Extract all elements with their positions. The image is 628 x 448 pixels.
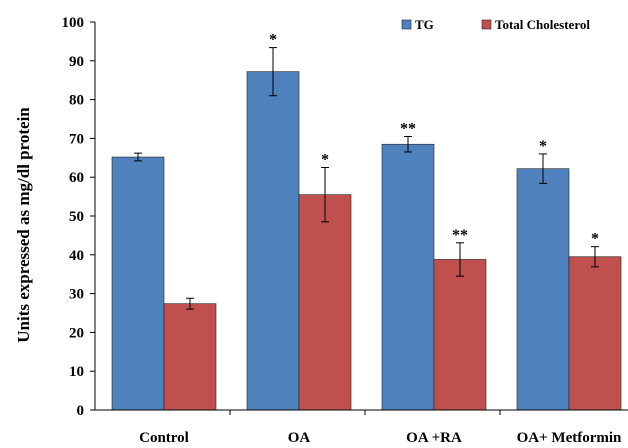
y-tick-label: 60: [69, 170, 84, 186]
significance-marker: *: [539, 138, 547, 155]
legend: TG Total Cholesterol: [401, 17, 590, 32]
legend-label: TG: [415, 17, 434, 32]
y-tick-label: 10: [69, 364, 84, 380]
bar-tg-4: [516, 168, 570, 411]
legend-label: Total Cholesterol: [495, 17, 590, 32]
y-tick-label: 0: [77, 403, 85, 419]
bar-cholesterol-4: [568, 256, 622, 411]
y-axis-label: Units expressed as mg/dl protein: [14, 107, 33, 343]
legend-swatch: [481, 19, 492, 30]
bar-tg-2: [246, 71, 300, 411]
bars-layer: [111, 47, 622, 411]
labels-layer: Control**OA****OA +RA**OA+ Metformin0102…: [62, 15, 623, 446]
bar-cholesterol-1: [163, 303, 217, 411]
legend-swatch: [401, 19, 412, 30]
significance-marker: **: [452, 227, 468, 244]
y-tick-label: 80: [69, 93, 84, 109]
y-tick-label: 20: [69, 325, 84, 341]
y-tick-label: 30: [69, 287, 84, 303]
bar-cholesterol-2: [298, 194, 352, 411]
significance-marker: *: [269, 32, 277, 49]
bar-tg-3: [381, 143, 435, 411]
y-tick-label: 40: [69, 248, 84, 264]
y-tick-label: 70: [69, 131, 84, 147]
significance-marker: *: [591, 231, 599, 248]
axes-layer: [90, 21, 628, 415]
significance-marker: **: [400, 120, 416, 137]
significance-marker: *: [321, 152, 329, 169]
x-tick-label: Control: [139, 430, 189, 446]
x-tick-label: OA: [288, 430, 311, 446]
x-tick-label: OA+ Metformin: [517, 430, 622, 446]
y-tick-label: 90: [69, 54, 84, 70]
bar-cholesterol-3: [433, 259, 487, 411]
x-tick-label: OA +RA: [406, 430, 462, 446]
bar-tg-1: [111, 156, 165, 411]
y-tick-label: 50: [69, 209, 84, 225]
y-tick-label: 100: [62, 15, 85, 31]
